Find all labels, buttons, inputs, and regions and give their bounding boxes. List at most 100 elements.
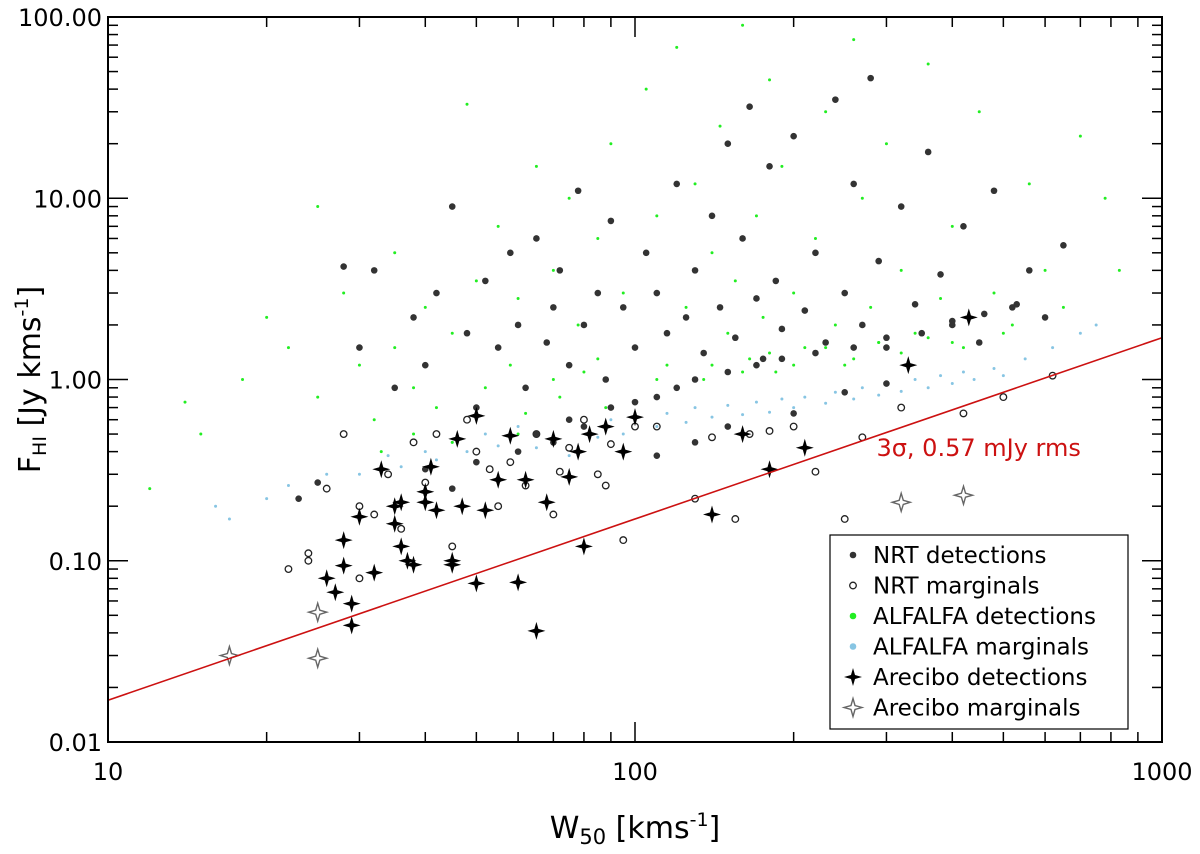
legend: NRT detections NRT marginals ALFALFA detec…	[829, 534, 1129, 730]
data-point-nrt-detections	[867, 74, 874, 82]
data-point-nrt-detections	[1041, 314, 1049, 321]
data-point-nrt-detections	[602, 376, 610, 383]
data-point-nrt-detections	[772, 277, 780, 285]
data-point-alfalfa-detections	[655, 214, 659, 218]
x-axis-title-unit-end: ]	[709, 811, 721, 846]
data-point-arecibo-detections	[596, 417, 615, 436]
data-point-nrt-marginals	[840, 515, 849, 523]
data-point-nrt-detections	[653, 289, 661, 297]
data-point-alfalfa-detections	[813, 236, 817, 240]
data-point-alfalfa-detections	[761, 315, 765, 319]
data-point-nrt-detections	[724, 368, 732, 376]
data-point-nrt-detections	[565, 361, 573, 369]
data-point-alfalfa-detections	[357, 363, 361, 367]
data-point-nrt-detections	[822, 339, 829, 346]
data-point-alfalfa-marginals	[325, 472, 329, 476]
data-point-alfalfa-marginals	[939, 374, 943, 378]
data-point-alfalfa-detections	[1117, 268, 1121, 272]
data-point-nrt-detections	[883, 344, 890, 351]
data-point-arecibo-marginals	[306, 646, 330, 670]
data-point-alfalfa-detections	[710, 251, 714, 255]
threshold-annotation: 3σ, 0.57 mJy rms	[876, 434, 1080, 462]
y-tick-label: 10.00	[33, 185, 102, 213]
data-point-alfalfa-detections	[852, 38, 856, 42]
data-point-alfalfa-detections	[899, 351, 903, 355]
data-point-nrt-marginals	[409, 438, 418, 447]
series-nrt-detections	[295, 74, 1067, 502]
data-point-alfalfa-marginals	[860, 386, 864, 390]
data-point-nrt-marginals	[506, 458, 515, 467]
data-point-alfalfa-detections	[977, 110, 981, 114]
data-point-nrt-detections	[766, 163, 773, 170]
data-point-alfalfa-detections	[869, 305, 873, 309]
data-point-arecibo-detections	[574, 537, 593, 556]
data-point-alfalfa-detections	[741, 370, 745, 374]
data-point-arecibo-detections	[476, 501, 495, 520]
data-point-nrt-detections	[494, 344, 502, 351]
data-point-nrt-marginals	[565, 443, 574, 452]
x-axis-title-unit: [kms	[606, 811, 689, 846]
data-point-alfalfa-detections	[316, 205, 320, 209]
data-point-arecibo-detections	[760, 460, 779, 479]
data-point-alfalfa-detections	[1010, 323, 1014, 327]
data-point-alfalfa-detections	[474, 279, 478, 283]
legend-label-nrt-marginals: NRT marginals	[873, 574, 1039, 600]
data-point-arecibo-detections	[416, 493, 435, 512]
y-tick-label: 0.01	[49, 729, 102, 757]
data-point-nrt-detections	[724, 423, 732, 430]
data-point-alfalfa-marginals	[227, 517, 231, 521]
data-point-alfalfa-marginals	[534, 446, 538, 450]
data-point-nrt-detections	[433, 289, 440, 297]
data-point-alfalfa-marginals	[913, 378, 917, 381]
data-point-nrt-detections	[960, 223, 967, 230]
data-point-alfalfa-detections	[1043, 268, 1047, 272]
data-point-alfalfa-marginals	[386, 454, 390, 458]
data-point-alfalfa-detections	[576, 323, 580, 327]
data-point-alfalfa-detections	[644, 87, 648, 91]
data-point-nrt-detections	[724, 140, 732, 147]
data-point-nrt-detections	[463, 329, 471, 337]
data-point-nrt-detections	[850, 180, 857, 188]
series-arecibo-detections	[317, 308, 978, 640]
data-point-arecibo-detections	[365, 563, 384, 582]
data-point-nrt-detections	[642, 249, 650, 257]
data-point-alfalfa-marginals	[665, 411, 669, 415]
data-point-nrt-detections	[948, 317, 956, 325]
data-point-alfalfa-marginals	[265, 497, 269, 501]
legend-box	[829, 534, 1129, 730]
data-points	[148, 23, 1121, 670]
data-point-nrt-detections	[410, 314, 417, 321]
data-point-nrt-marginals	[652, 422, 661, 431]
data-point-nrt-detections	[580, 321, 588, 329]
data-point-arecibo-detections	[467, 406, 486, 425]
data-point-alfalfa-marginals	[496, 444, 500, 448]
legend-label-arecibo-marginals: Arecibo marginals	[873, 696, 1080, 722]
data-point-alfalfa-detections	[183, 400, 187, 404]
data-point-arecibo-detections	[334, 556, 353, 575]
data-point-nrt-marginals	[999, 393, 1008, 402]
data-point-alfalfa-detections	[950, 341, 954, 345]
data-point-alfalfa-marginals	[465, 450, 469, 454]
y-axis-title-unit: [Jy kms	[13, 316, 48, 436]
data-point-alfalfa-detections	[1027, 182, 1031, 186]
data-point-nrt-detections	[448, 485, 456, 492]
data-point-alfalfa-marginals	[1051, 346, 1055, 350]
data-point-alfalfa-detections	[992, 291, 996, 295]
data-point-alfalfa-detections	[524, 411, 528, 415]
data-point-alfalfa-detections	[877, 341, 881, 345]
data-point-alfalfa-marginals	[357, 472, 361, 476]
data-point-alfalfa-detections	[265, 315, 269, 319]
threshold-line-group	[107, 336, 1163, 701]
data-point-nrt-marginals	[322, 484, 331, 493]
data-point-alfalfa-detections	[423, 305, 427, 309]
data-point-alfalfa-marginals	[972, 378, 976, 381]
data-point-arecibo-marginals	[306, 600, 330, 624]
data-point-nrt-detections	[473, 458, 480, 466]
threshold-line	[107, 336, 1163, 701]
data-point-arecibo-detections	[580, 425, 599, 444]
data-point-alfalfa-marginals	[754, 400, 758, 404]
legend-label-nrt-detections: NRT detections	[873, 543, 1046, 569]
data-point-alfalfa-detections	[693, 182, 697, 186]
data-point-alfalfa-detections	[768, 78, 772, 82]
data-point-arecibo-detections	[733, 425, 752, 444]
